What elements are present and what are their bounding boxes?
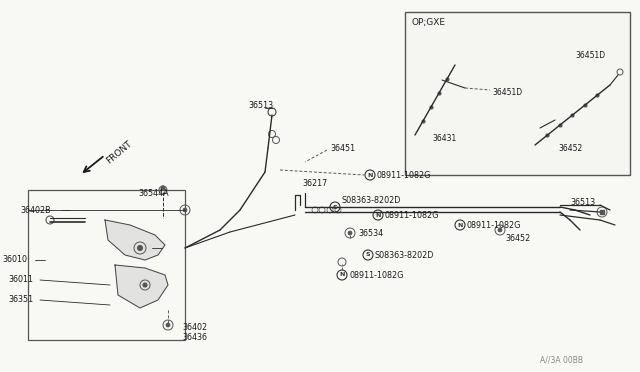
Text: 36010: 36010 <box>2 256 27 264</box>
Text: FRONT: FRONT <box>105 139 134 165</box>
Circle shape <box>138 246 143 250</box>
Text: OP;GXE: OP;GXE <box>412 17 446 26</box>
Text: 36451: 36451 <box>330 144 355 153</box>
Text: 36011: 36011 <box>8 276 33 285</box>
Text: 36217: 36217 <box>302 179 327 187</box>
Text: 36431: 36431 <box>432 134 456 142</box>
Text: 36351: 36351 <box>8 295 33 305</box>
Circle shape <box>143 283 147 287</box>
Text: N: N <box>339 273 345 278</box>
Text: A//3A 00BB: A//3A 00BB <box>540 356 583 365</box>
Text: 08911-1082G: 08911-1082G <box>467 221 522 230</box>
Text: 36544A: 36544A <box>138 189 168 198</box>
Text: S08363-8202D: S08363-8202D <box>342 196 401 205</box>
Text: 36402B: 36402B <box>20 205 51 215</box>
Circle shape <box>161 186 165 190</box>
Text: 36534: 36534 <box>358 228 383 237</box>
Text: 36513: 36513 <box>248 100 273 109</box>
Text: 36513: 36513 <box>570 198 595 206</box>
Circle shape <box>183 208 187 212</box>
Text: 36402: 36402 <box>182 324 207 333</box>
Text: S08363-8202D: S08363-8202D <box>375 250 435 260</box>
Text: 08911-1082G: 08911-1082G <box>385 211 440 219</box>
Text: N: N <box>367 173 372 177</box>
Text: 36436: 36436 <box>182 334 207 343</box>
Text: S: S <box>333 205 337 209</box>
Circle shape <box>348 231 352 235</box>
Bar <box>28 190 185 340</box>
Text: 08911-1082G: 08911-1082G <box>377 170 431 180</box>
Text: N: N <box>375 212 381 218</box>
Circle shape <box>166 323 170 327</box>
Circle shape <box>498 228 502 232</box>
Text: N: N <box>458 222 463 228</box>
Text: 36451D: 36451D <box>575 51 605 60</box>
Text: 36451D: 36451D <box>492 87 522 96</box>
Text: S: S <box>365 253 371 257</box>
Bar <box>405 12 630 175</box>
Text: 36452: 36452 <box>558 144 582 153</box>
Polygon shape <box>105 220 165 260</box>
Text: 08911-1082G: 08911-1082G <box>350 270 404 279</box>
Polygon shape <box>115 265 168 308</box>
Text: 36452: 36452 <box>505 234 531 243</box>
